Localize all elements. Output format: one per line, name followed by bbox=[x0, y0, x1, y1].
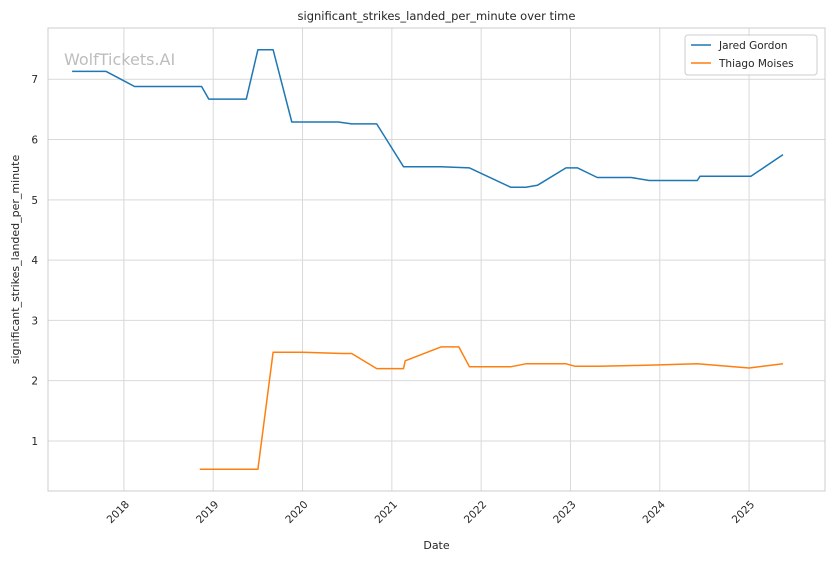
grid-layer bbox=[48, 28, 825, 491]
legend-label-jared-gordon: Jared Gordon bbox=[718, 40, 788, 52]
x-tick-label: 2025 bbox=[730, 499, 757, 526]
x-tick-label: 2020 bbox=[283, 499, 310, 526]
tick-layer: 1 2 3 4 5 6 7 2018 2019 2020 2021 2022 2023 2024 2025 bbox=[31, 74, 757, 526]
y-axis-label: significant_strikes_landed_per_minute bbox=[9, 155, 22, 365]
y-tick-label: 7 bbox=[31, 74, 38, 86]
x-tick-label: 2018 bbox=[105, 499, 132, 526]
legend-label-thiago-moises: Thiago Moises bbox=[718, 58, 794, 70]
series-line-1 bbox=[199, 346, 784, 471]
legend: Jared Gordon Thiago Moises bbox=[684, 34, 818, 76]
series-layer bbox=[72, 48, 784, 471]
y-tick-label: 1 bbox=[31, 436, 38, 448]
x-axis-label: Date bbox=[423, 539, 450, 552]
plot-frame bbox=[47, 27, 826, 492]
x-tick-label: 2023 bbox=[551, 499, 578, 526]
series-line-0 bbox=[72, 48, 784, 188]
x-tick-label: 2019 bbox=[194, 499, 221, 526]
legend-box bbox=[684, 34, 818, 76]
watermark-text: WolfTickets.AI bbox=[64, 50, 175, 69]
x-tick-label: 2024 bbox=[641, 498, 669, 526]
x-tick-label: 2021 bbox=[373, 499, 400, 526]
y-tick-label: 6 bbox=[31, 135, 38, 147]
y-tick-label: 5 bbox=[31, 195, 38, 207]
y-tick-label: 2 bbox=[31, 376, 38, 388]
chart-title: significant_strikes_landed_per_minute ov… bbox=[298, 9, 576, 23]
x-tick-label: 2022 bbox=[462, 499, 489, 526]
y-tick-label: 4 bbox=[31, 255, 38, 267]
y-tick-label: 3 bbox=[31, 315, 38, 327]
